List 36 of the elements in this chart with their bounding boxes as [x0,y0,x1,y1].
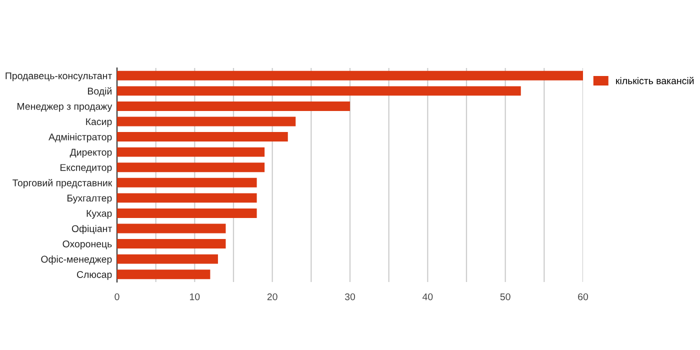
bar [117,162,265,172]
bar [117,270,210,280]
bar [117,70,583,80]
y-tick-label: Продавець-консультант [6,72,112,82]
y-tick-label: Офіс-менеджер [41,256,112,265]
bar [117,254,218,264]
y-tick-label: Водій [88,87,112,96]
bar [117,224,226,234]
x-tick-label: 40 [422,293,433,300]
bar [117,193,257,203]
x-tick-label: 60 [578,293,588,300]
y-tick-label: Слюсар [76,271,112,280]
x-tick-label: 10 [190,293,200,300]
legend-label: кількість вакансій [616,76,694,84]
y-tick-label: Охоронець [62,240,112,250]
bar [117,147,265,157]
x-tick-label: 20 [267,293,278,300]
y-tick-label: Кухар [86,210,112,219]
y-tick-label: Бухгалтер [67,194,112,204]
bar [117,178,257,188]
bar [117,132,288,142]
y-tick-label: Адміністратор [48,133,112,142]
y-tick-label: Експедитор [60,164,112,173]
bar [117,101,350,111]
y-tick-label: Директор [70,148,112,158]
y-tick-label: Торговий представник [12,179,112,188]
bar [117,239,226,249]
bar [117,116,296,126]
x-tick-label: 30 [344,293,356,300]
y-tick-label: Касир [86,118,112,128]
x-tick-label: 0 [114,293,120,300]
x-tick-label: 50 [500,293,510,300]
y-tick-label: Офіціант [72,224,112,234]
y-tick-label: Менеджер з продажу [18,103,112,112]
bar [117,208,257,218]
bar [117,86,521,96]
